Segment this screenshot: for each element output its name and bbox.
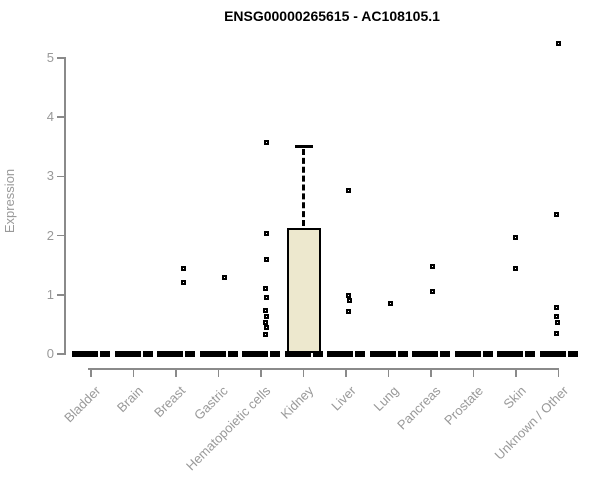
data-point — [345, 309, 351, 315]
data-point — [263, 140, 269, 146]
x-tick-mark — [175, 368, 177, 377]
y-tick-label: 4 — [46, 109, 54, 125]
x-tick-mark — [387, 368, 390, 377]
data-point — [262, 307, 268, 313]
data-point — [554, 313, 559, 319]
x-tick-label: Liver — [328, 383, 359, 414]
whisker-line — [302, 148, 305, 227]
zero-median-bar — [284, 351, 323, 357]
zero-median-bar — [369, 351, 408, 357]
data-point — [556, 40, 561, 46]
y-tick-label: 3 — [46, 168, 54, 184]
y-tick-mark — [57, 234, 65, 237]
zero-median-bar — [72, 351, 110, 357]
data-point — [512, 266, 518, 272]
data-point — [555, 319, 560, 325]
data-point — [222, 274, 227, 280]
zero-median-bar — [114, 351, 153, 357]
data-point — [429, 289, 435, 295]
x-tick-mark — [90, 368, 92, 377]
y-axis-line — [64, 57, 66, 355]
zero-median-bar — [539, 351, 578, 357]
x-tick-label: Kidney — [277, 383, 317, 422]
data-point — [554, 331, 559, 337]
y-tick-label: 2 — [46, 227, 54, 243]
data-point — [345, 187, 351, 193]
data-point — [429, 264, 435, 270]
zero-median-bar — [412, 351, 450, 357]
y-tick-mark — [57, 57, 65, 59]
data-point — [263, 231, 269, 237]
data-point — [346, 298, 352, 304]
data-point — [263, 294, 269, 300]
x-tick-label: Breast — [151, 383, 189, 421]
x-tick-label: Skin — [500, 383, 529, 412]
x-tick-mark — [260, 368, 262, 377]
zero-median-bar — [157, 351, 195, 357]
x-tick-label: Unknown / Other — [491, 383, 572, 463]
y-tick-mark — [57, 294, 65, 296]
x-tick-mark — [557, 368, 560, 377]
y-tick-mark — [57, 353, 65, 355]
x-tick-mark — [430, 368, 432, 377]
data-point — [262, 320, 268, 326]
chart-title: ENSG00000265615 - AC108105.1 — [224, 8, 440, 24]
x-tick-label: Brain — [114, 383, 147, 416]
x-tick-mark — [345, 368, 347, 377]
box-iqr — [286, 228, 321, 353]
x-tick-label: Lung — [370, 383, 402, 415]
y-tick-label: 5 — [46, 50, 54, 65]
x-tick-label: Prostate — [441, 383, 487, 428]
y-tick-mark — [57, 175, 65, 178]
data-point — [388, 300, 393, 306]
x-tick-mark — [302, 368, 305, 377]
x-tick-label: Pancreas — [394, 383, 444, 433]
data-point — [262, 331, 268, 337]
data-point — [512, 235, 518, 241]
whisker-cap — [294, 145, 313, 149]
data-point — [262, 286, 268, 292]
y-axis-label: Expression — [2, 168, 17, 234]
zero-median-bar — [497, 351, 535, 357]
y-tick-label: 0 — [46, 346, 54, 361]
data-point — [263, 313, 269, 319]
data-point — [554, 304, 559, 310]
zero-median-bar — [199, 351, 238, 357]
x-axis-line — [88, 368, 559, 370]
data-point — [180, 265, 186, 271]
data-point — [554, 211, 559, 217]
y-tick-label: 1 — [46, 286, 54, 302]
zero-median-bar — [327, 351, 365, 357]
x-tick-label: Gastric — [191, 383, 232, 423]
x-tick-mark — [217, 368, 220, 377]
zero-median-bar — [242, 351, 280, 357]
x-tick-mark — [132, 368, 135, 377]
data-point — [345, 293, 351, 299]
x-tick-mark — [472, 368, 475, 377]
x-tick-label: Hematopoietic cells — [183, 383, 274, 474]
x-tick-label: Bladder — [61, 383, 104, 426]
data-point — [263, 257, 269, 263]
data-point — [263, 324, 269, 330]
x-tick-mark — [515, 368, 517, 377]
data-point — [180, 280, 186, 286]
zero-median-bar — [454, 351, 493, 357]
y-tick-mark — [57, 116, 65, 118]
